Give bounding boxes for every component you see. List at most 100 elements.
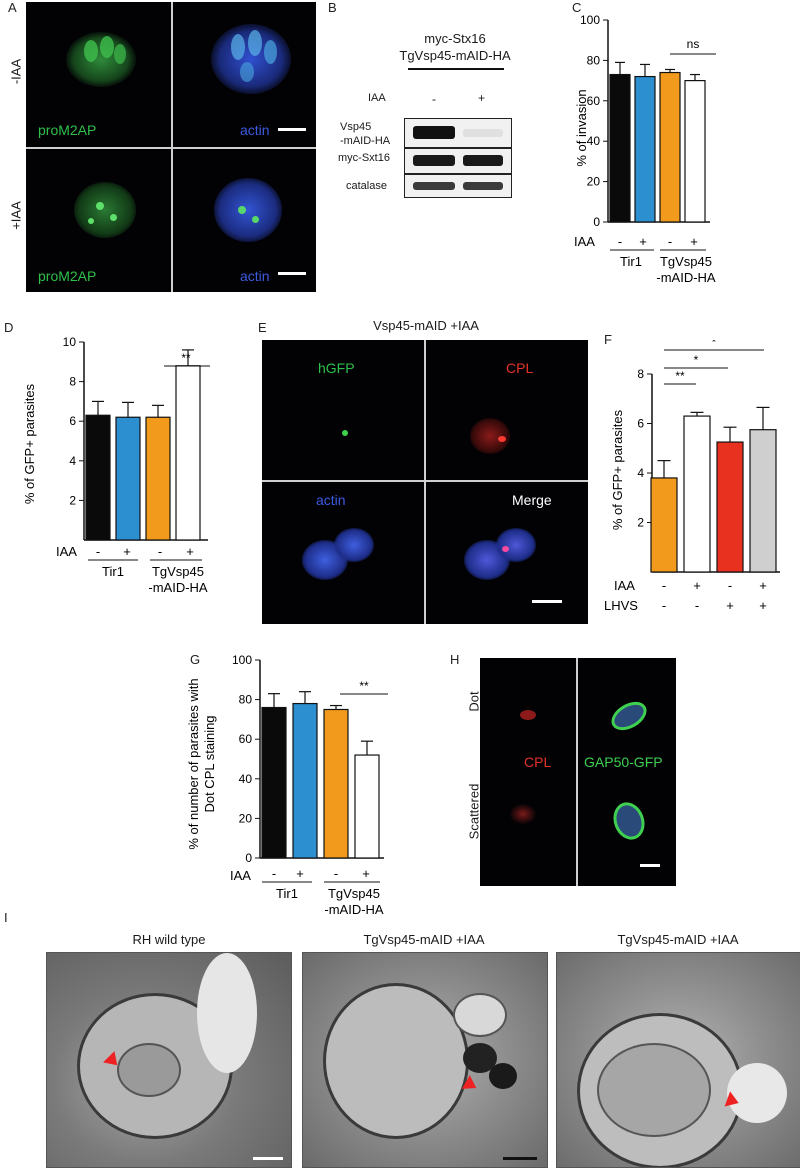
em-vacuole	[197, 953, 257, 1073]
chart-g-iaa-label: IAA	[230, 868, 251, 883]
scale-bar	[278, 272, 306, 275]
chart-f-iaa-sign: +	[693, 578, 701, 593]
em-title-3: TgVsp45-mAID +IAA	[617, 932, 739, 947]
gap50-gfp-cell	[608, 798, 650, 844]
green-puncta	[88, 218, 94, 224]
parasite-cell	[100, 36, 114, 58]
chart-f-sig-1: **	[675, 369, 685, 383]
chart-d-group1: Tir1	[102, 564, 124, 579]
blot-title-underline	[408, 68, 504, 70]
bar	[634, 75, 656, 223]
em-title-1: RH wild type	[132, 932, 206, 947]
y-tick-label: 6	[637, 417, 644, 431]
blot-iaa-label: IAA	[368, 92, 386, 104]
y-tick-label: 80	[239, 693, 253, 707]
blot-row-label-catalase: catalase	[346, 180, 387, 192]
chart-c-ylabel: % of invasion	[574, 89, 589, 166]
parasite-cell	[231, 34, 245, 60]
green-puncta	[110, 214, 117, 221]
chart-c-group2-line1: TgVsp45	[660, 254, 712, 269]
bar	[684, 79, 706, 223]
chart-g-group2-line2: -mAID-HA	[324, 902, 384, 917]
parasite-cell	[84, 40, 98, 62]
chart-g-group2-line1: TgVsp45	[328, 886, 380, 901]
divider	[26, 147, 316, 149]
panel-e-title: Vsp45-mAID +IAA	[373, 318, 479, 333]
row-label-scattered: Scattered	[466, 783, 482, 840]
bar	[145, 416, 171, 541]
blot-strip-catalase	[404, 174, 512, 198]
green-puncta	[96, 202, 104, 210]
chart-g-ylabel-line2: Dot CPL staining	[202, 715, 217, 812]
label-gap50-gfp: GAP50-GFP	[584, 754, 663, 770]
parasite-cell	[496, 528, 536, 562]
chart-d-ylabel: % of GFP+ parasites	[22, 383, 37, 504]
chart-d-iaa-sign-0: -	[96, 544, 100, 559]
chart-d-significance: **	[181, 351, 191, 365]
chart-f-iaa-label: IAA	[614, 578, 635, 593]
panel-label-a: A	[8, 0, 17, 15]
divider	[424, 340, 426, 624]
label-prom2ap: proM2AP	[38, 122, 97, 138]
chart-f-sig-2: *	[694, 353, 699, 367]
blot-row-vsp45-line2: -mAID-HA	[340, 135, 391, 147]
bar	[292, 702, 318, 859]
y-tick-label: 2	[637, 516, 644, 530]
em-image-rh-wild-type	[46, 952, 292, 1168]
chart-f-lhvs-sign: +	[726, 598, 734, 613]
chart-g-iaa-sign-3: +	[362, 866, 370, 881]
chart-d-iaa-label: IAA	[56, 544, 77, 559]
blot-row-label-myc: myc-Sxt16	[338, 152, 390, 164]
chart-g-iaa-sign-2: -	[334, 866, 338, 881]
chart-g-significance: **	[359, 679, 369, 693]
y-tick-label: 100	[232, 654, 252, 667]
chart-d-iaa-sign-1: +	[123, 544, 131, 559]
blot-band	[413, 126, 455, 139]
cpl-scattered	[510, 804, 536, 824]
bar	[175, 365, 201, 541]
label-cpl: CPL	[506, 360, 534, 376]
blot-band	[463, 155, 503, 166]
bar	[354, 754, 380, 859]
chart-c-iaa-sign-1: +	[639, 234, 647, 249]
panel-label-f: F	[604, 332, 612, 347]
chart-c-significance: ns	[687, 37, 700, 51]
blot-band-faint	[463, 129, 503, 137]
scale-bar	[640, 864, 660, 867]
y-tick-label: 80	[587, 53, 601, 67]
green-puncta	[342, 430, 348, 436]
bar	[716, 441, 744, 573]
y-tick-label: 8	[637, 367, 644, 381]
blot-title-line2: TgVsp45-mAID-HA	[399, 48, 511, 63]
divider	[262, 480, 588, 482]
blot-title-line1: myc-Stx16	[424, 31, 486, 46]
parasite-cell	[114, 44, 126, 64]
y-tick-label: 0	[593, 215, 600, 229]
em-image-vsp45-2	[556, 952, 800, 1168]
y-tick-label: 10	[63, 335, 77, 349]
label-actin: actin	[240, 268, 270, 284]
bar	[85, 414, 111, 541]
gap50-gfp-cell	[606, 696, 652, 736]
blot-strip-myc	[404, 148, 512, 174]
chart-f-lhvs-sign: -	[695, 598, 699, 613]
chart-f-sig-3: *	[712, 340, 717, 349]
bar	[609, 73, 631, 223]
panel-label-c: C	[572, 0, 582, 15]
divider	[576, 658, 578, 886]
cpl-dot	[498, 436, 506, 442]
chart-c-group2-line2: -mAID-HA	[656, 270, 716, 285]
parasite-cell	[334, 528, 374, 562]
y-tick-label: 40	[239, 772, 253, 786]
em-vacuole	[727, 1063, 787, 1123]
y-tick-label: 8	[69, 375, 76, 389]
chart-g: 0 20 40 60 80 100 % of number of parasites wi…	[186, 654, 388, 917]
y-tick-label: 60	[587, 94, 601, 108]
y-tick-label: 60	[239, 732, 253, 746]
y-tick-label: 20	[587, 175, 601, 189]
chart-c-iaa-sign-0: -	[618, 234, 622, 249]
em-nucleus	[597, 1043, 711, 1137]
em-parasite	[323, 983, 469, 1139]
green-puncta	[252, 216, 259, 223]
